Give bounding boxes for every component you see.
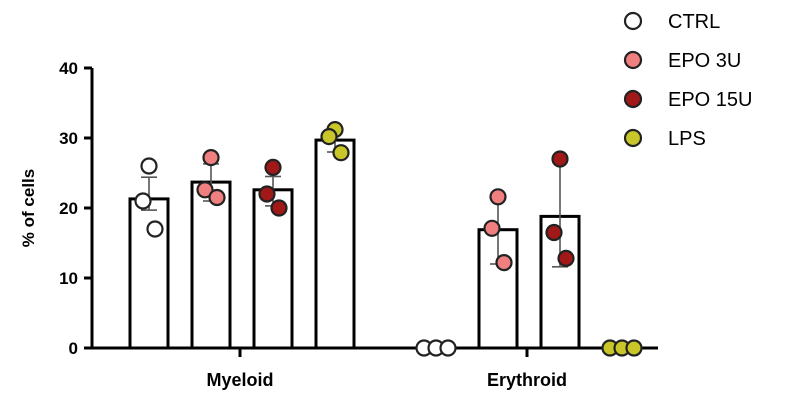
- data-point: [483, 219, 501, 237]
- data-point: [202, 149, 220, 167]
- data-point: [551, 150, 569, 168]
- legend-marker: [623, 11, 643, 31]
- legend-label: CTRL: [668, 11, 720, 33]
- y-axis-label: % of cells: [19, 169, 38, 247]
- data-point: [495, 254, 513, 272]
- y-tick-label: 0: [69, 339, 78, 358]
- y-tick-label: 10: [59, 269, 78, 288]
- data-point: [545, 223, 563, 242]
- data-point: [140, 157, 158, 175]
- data-point: [196, 181, 214, 199]
- data-point: [134, 192, 152, 210]
- bar: [314, 138, 356, 350]
- data-point: [625, 339, 643, 357]
- y-tick-label: 20: [59, 199, 78, 218]
- data-point: [439, 339, 457, 357]
- legend-label: LPS: [668, 128, 706, 150]
- legend-marker: [623, 89, 643, 109]
- data-point: [332, 144, 350, 162]
- data-point: [320, 128, 338, 146]
- legend-label: EPO 3U: [668, 50, 741, 72]
- legend: CTRL EPO 3U EPO 15U LPS: [623, 11, 752, 150]
- axes: 0 10 20 30 40 % of cells Myeloid Erythroid: [19, 59, 658, 390]
- bar: [190, 180, 232, 350]
- points-group: [134, 121, 643, 357]
- bar: [128, 197, 170, 350]
- x-tick-label: Myeloid: [206, 370, 273, 390]
- y-tick-label: 30: [59, 129, 78, 148]
- data-point: [489, 188, 507, 206]
- data-point: [258, 185, 276, 203]
- data-point: [557, 249, 575, 267]
- x-tick-label: Erythroid: [487, 370, 567, 390]
- legend-label: EPO 15U: [668, 89, 752, 111]
- data-point: [146, 220, 164, 238]
- legend-marker: [623, 128, 643, 148]
- bars-group: [128, 138, 581, 350]
- data-point: [270, 199, 288, 217]
- y-tick-label: 40: [59, 59, 78, 78]
- data-point: [208, 188, 226, 207]
- data-point: [264, 158, 282, 176]
- legend-marker: [623, 50, 643, 70]
